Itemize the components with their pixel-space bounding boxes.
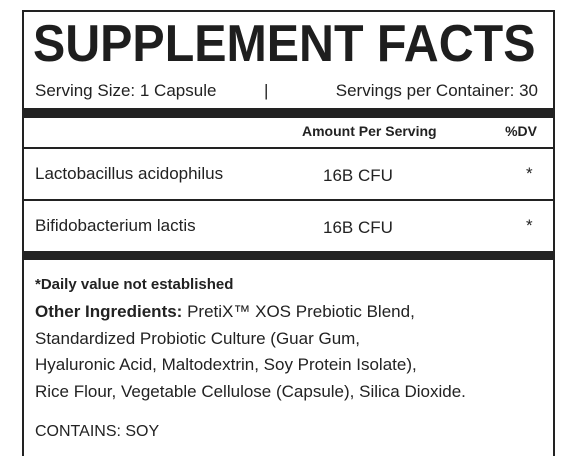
thick-rule <box>24 251 553 260</box>
allergen-statement: CONTAINS: SOY <box>35 423 160 440</box>
column-header: Amount Per Serving <box>302 123 437 139</box>
ingredients-line: PretiX™ XOS Prebiotic Blend, <box>187 302 415 321</box>
ingredient-dv: * <box>526 216 533 235</box>
other-ingredients: Other Ingredients: PretiX™ XOS Prebiotic… <box>35 299 466 405</box>
serving-size: Serving Size: 1 Capsule <box>35 81 217 100</box>
rule <box>24 199 553 201</box>
ingredients-line: Standardized Probiotic Culture (Guar Gum… <box>35 328 361 348</box>
ingredients-line: Rice Flour, Vegetable Cellulose (Capsule… <box>35 381 466 401</box>
ingredient-amount: 16B CFU <box>323 166 393 185</box>
label-border <box>22 10 555 456</box>
ingredient-name: Bifidobacterium lactis <box>35 216 196 235</box>
ingredient-dv: * <box>526 164 533 183</box>
ingredient-amount: 16B CFU <box>323 218 393 237</box>
title: SUPPLEMENT FACTS <box>33 15 536 73</box>
servings-per-container: Servings per Container: 30 <box>335 81 538 100</box>
thick-rule <box>24 108 553 118</box>
ingredients-line: Hyaluronic Acid, Maltodextrin, Soy Prote… <box>35 355 417 374</box>
ingredient-name: Lactobacillus acidophilus <box>35 164 224 183</box>
rule <box>24 147 553 149</box>
separator: | <box>264 81 269 100</box>
column-header: %DV <box>505 123 537 139</box>
other-ingredients-label: Other Ingredients: <box>35 302 183 321</box>
footnote: *Daily value not established <box>35 276 234 293</box>
